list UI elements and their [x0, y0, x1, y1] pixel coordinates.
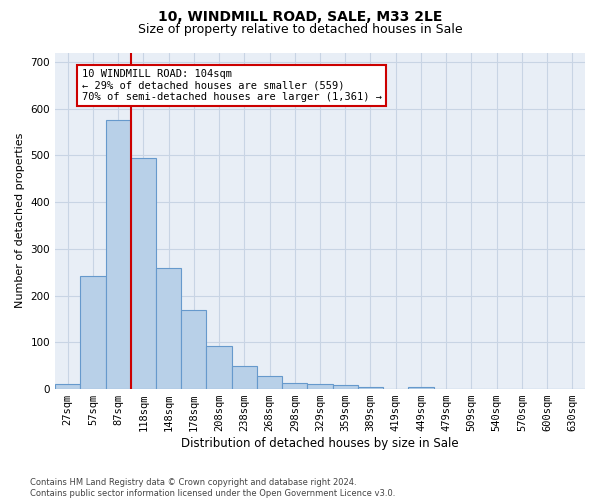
Bar — [131, 158, 156, 389]
Bar — [358, 386, 383, 389]
Bar — [156, 268, 181, 389]
Bar — [409, 386, 434, 389]
Text: 10 WINDMILL ROAD: 104sqm
← 29% of detached houses are smaller (559)
70% of semi-: 10 WINDMILL ROAD: 104sqm ← 29% of detach… — [82, 69, 382, 102]
Bar — [181, 310, 206, 389]
Bar — [106, 120, 131, 389]
Y-axis label: Number of detached properties: Number of detached properties — [15, 133, 25, 308]
Text: Size of property relative to detached houses in Sale: Size of property relative to detached ho… — [137, 22, 463, 36]
Bar — [232, 366, 257, 389]
Bar — [307, 384, 332, 389]
Bar — [206, 346, 232, 389]
Bar — [55, 384, 80, 389]
Bar — [282, 382, 307, 389]
Bar — [257, 376, 282, 389]
Text: 10, WINDMILL ROAD, SALE, M33 2LE: 10, WINDMILL ROAD, SALE, M33 2LE — [158, 10, 442, 24]
Bar — [332, 385, 358, 389]
Bar — [80, 276, 106, 389]
Text: Contains HM Land Registry data © Crown copyright and database right 2024.
Contai: Contains HM Land Registry data © Crown c… — [30, 478, 395, 498]
X-axis label: Distribution of detached houses by size in Sale: Distribution of detached houses by size … — [181, 437, 459, 450]
